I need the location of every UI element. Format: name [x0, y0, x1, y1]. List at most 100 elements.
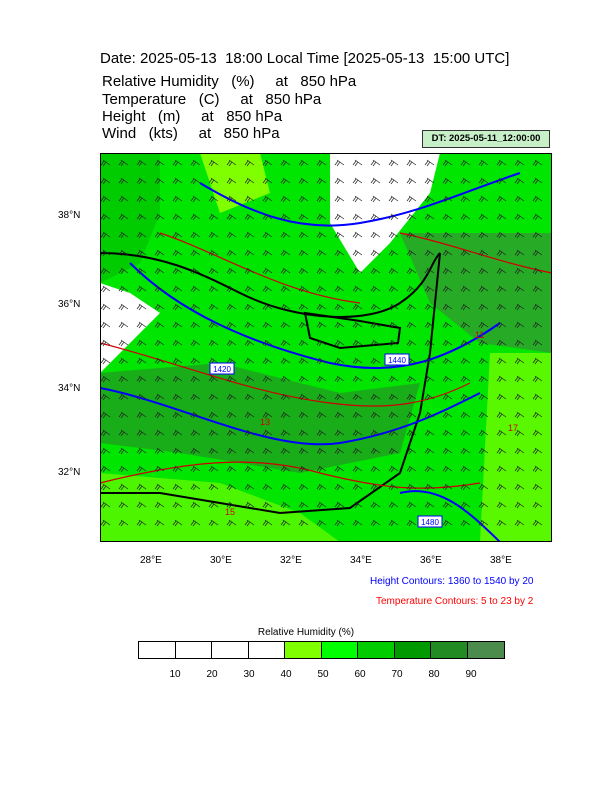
wind-barb — [532, 303, 543, 311]
wind-barb — [406, 429, 417, 437]
wind-barb — [532, 321, 543, 329]
wind-barb — [514, 429, 525, 437]
wind-barb — [442, 321, 453, 329]
wind-barb — [190, 285, 201, 293]
wind-barb — [352, 231, 363, 239]
wind-barb — [478, 249, 489, 257]
wind-barb — [244, 465, 255, 473]
wind-barb — [388, 267, 399, 275]
wind-barb — [388, 285, 399, 293]
wind-barb — [262, 501, 273, 509]
wind-barb — [208, 411, 219, 419]
wind-barb — [226, 339, 237, 347]
legend-swatch-9 — [467, 642, 504, 658]
wind-barb — [118, 267, 129, 275]
height-contour-1420 — [129, 262, 501, 370]
wind-barb — [226, 213, 237, 221]
rh-region-se — [480, 353, 552, 542]
wind-barb — [298, 321, 309, 329]
wind-barb — [352, 285, 363, 293]
wind-barb — [460, 177, 471, 185]
wind-barb — [226, 519, 237, 527]
wind-barb — [352, 411, 363, 419]
wind-barb — [370, 393, 381, 401]
wind-barb — [154, 429, 165, 437]
wind-barb — [280, 285, 291, 293]
wind-barb — [478, 231, 489, 239]
wind-barb — [478, 429, 489, 437]
legend-label-20: 20 — [206, 669, 218, 680]
wind-barb — [172, 177, 183, 185]
wind-barb — [316, 213, 327, 221]
wind-barb — [460, 411, 471, 419]
wind-barb — [100, 465, 111, 473]
wind-barb — [172, 267, 183, 275]
wind-barb — [154, 159, 165, 167]
rh-region-nw — [100, 153, 160, 283]
map-frame — [100, 153, 552, 542]
wind-barb — [154, 303, 165, 311]
legend-swatch-6 — [358, 642, 395, 658]
wind-barb — [460, 375, 471, 383]
wind-barb — [280, 483, 291, 491]
wind-barb — [370, 429, 381, 437]
wind-barb — [118, 375, 129, 383]
wind-barb — [172, 375, 183, 383]
height-contour-north — [199, 172, 521, 227]
wind-barb — [496, 429, 507, 437]
wind-barb — [442, 375, 453, 383]
wind-barb — [352, 357, 363, 365]
wind-barb — [154, 195, 165, 203]
wind-barb — [136, 411, 147, 419]
wind-barb — [262, 483, 273, 491]
wind-barb — [244, 501, 255, 509]
wind-barb — [280, 177, 291, 185]
wind-barb — [514, 321, 525, 329]
wind-barb — [334, 393, 345, 401]
wind-barb — [172, 501, 183, 509]
wind-barb — [244, 375, 255, 383]
legend-title: Relative Humidity (%) — [257, 627, 355, 638]
legend-swatch-1 — [175, 642, 212, 658]
wind-barb — [118, 393, 129, 401]
wind-barb — [514, 375, 525, 383]
wind-barb — [172, 195, 183, 203]
wind-barb — [514, 267, 525, 275]
wind-barb — [244, 267, 255, 275]
wind-barb — [154, 357, 165, 365]
wind-barb — [352, 249, 363, 257]
wind-barb — [532, 339, 543, 347]
wind-barb — [190, 519, 201, 527]
wind-barb — [244, 357, 255, 365]
wind-barb — [136, 393, 147, 401]
wind-barb — [352, 465, 363, 473]
wind-barb — [244, 519, 255, 527]
wind-barb — [424, 159, 435, 167]
wind-barb — [100, 429, 111, 437]
wind-barb — [190, 249, 201, 257]
wind-barb — [154, 393, 165, 401]
wind-barb — [406, 177, 417, 185]
lon-label-34e: 34°E — [350, 555, 372, 566]
coastline-south — [100, 252, 441, 515]
wind-barb — [190, 339, 201, 347]
wind-barb — [514, 177, 525, 185]
wind-barb — [316, 249, 327, 257]
wind-barb — [388, 465, 399, 473]
wind-barb — [370, 249, 381, 257]
lon-label-30e: 30°E — [210, 555, 232, 566]
wind-barb — [280, 303, 291, 311]
wind-barb — [388, 483, 399, 491]
wind-barb — [100, 159, 111, 167]
wind-barb — [190, 159, 201, 167]
wind-barb — [190, 501, 201, 509]
wind-barb — [478, 303, 489, 311]
wind-barb — [244, 213, 255, 221]
wind-barb — [316, 267, 327, 275]
wind-barb — [244, 411, 255, 419]
wind-barb — [172, 249, 183, 257]
rh-legend-bar — [138, 641, 505, 659]
wind-barb — [334, 501, 345, 509]
wind-barb — [154, 375, 165, 383]
wind-barb — [370, 375, 381, 383]
